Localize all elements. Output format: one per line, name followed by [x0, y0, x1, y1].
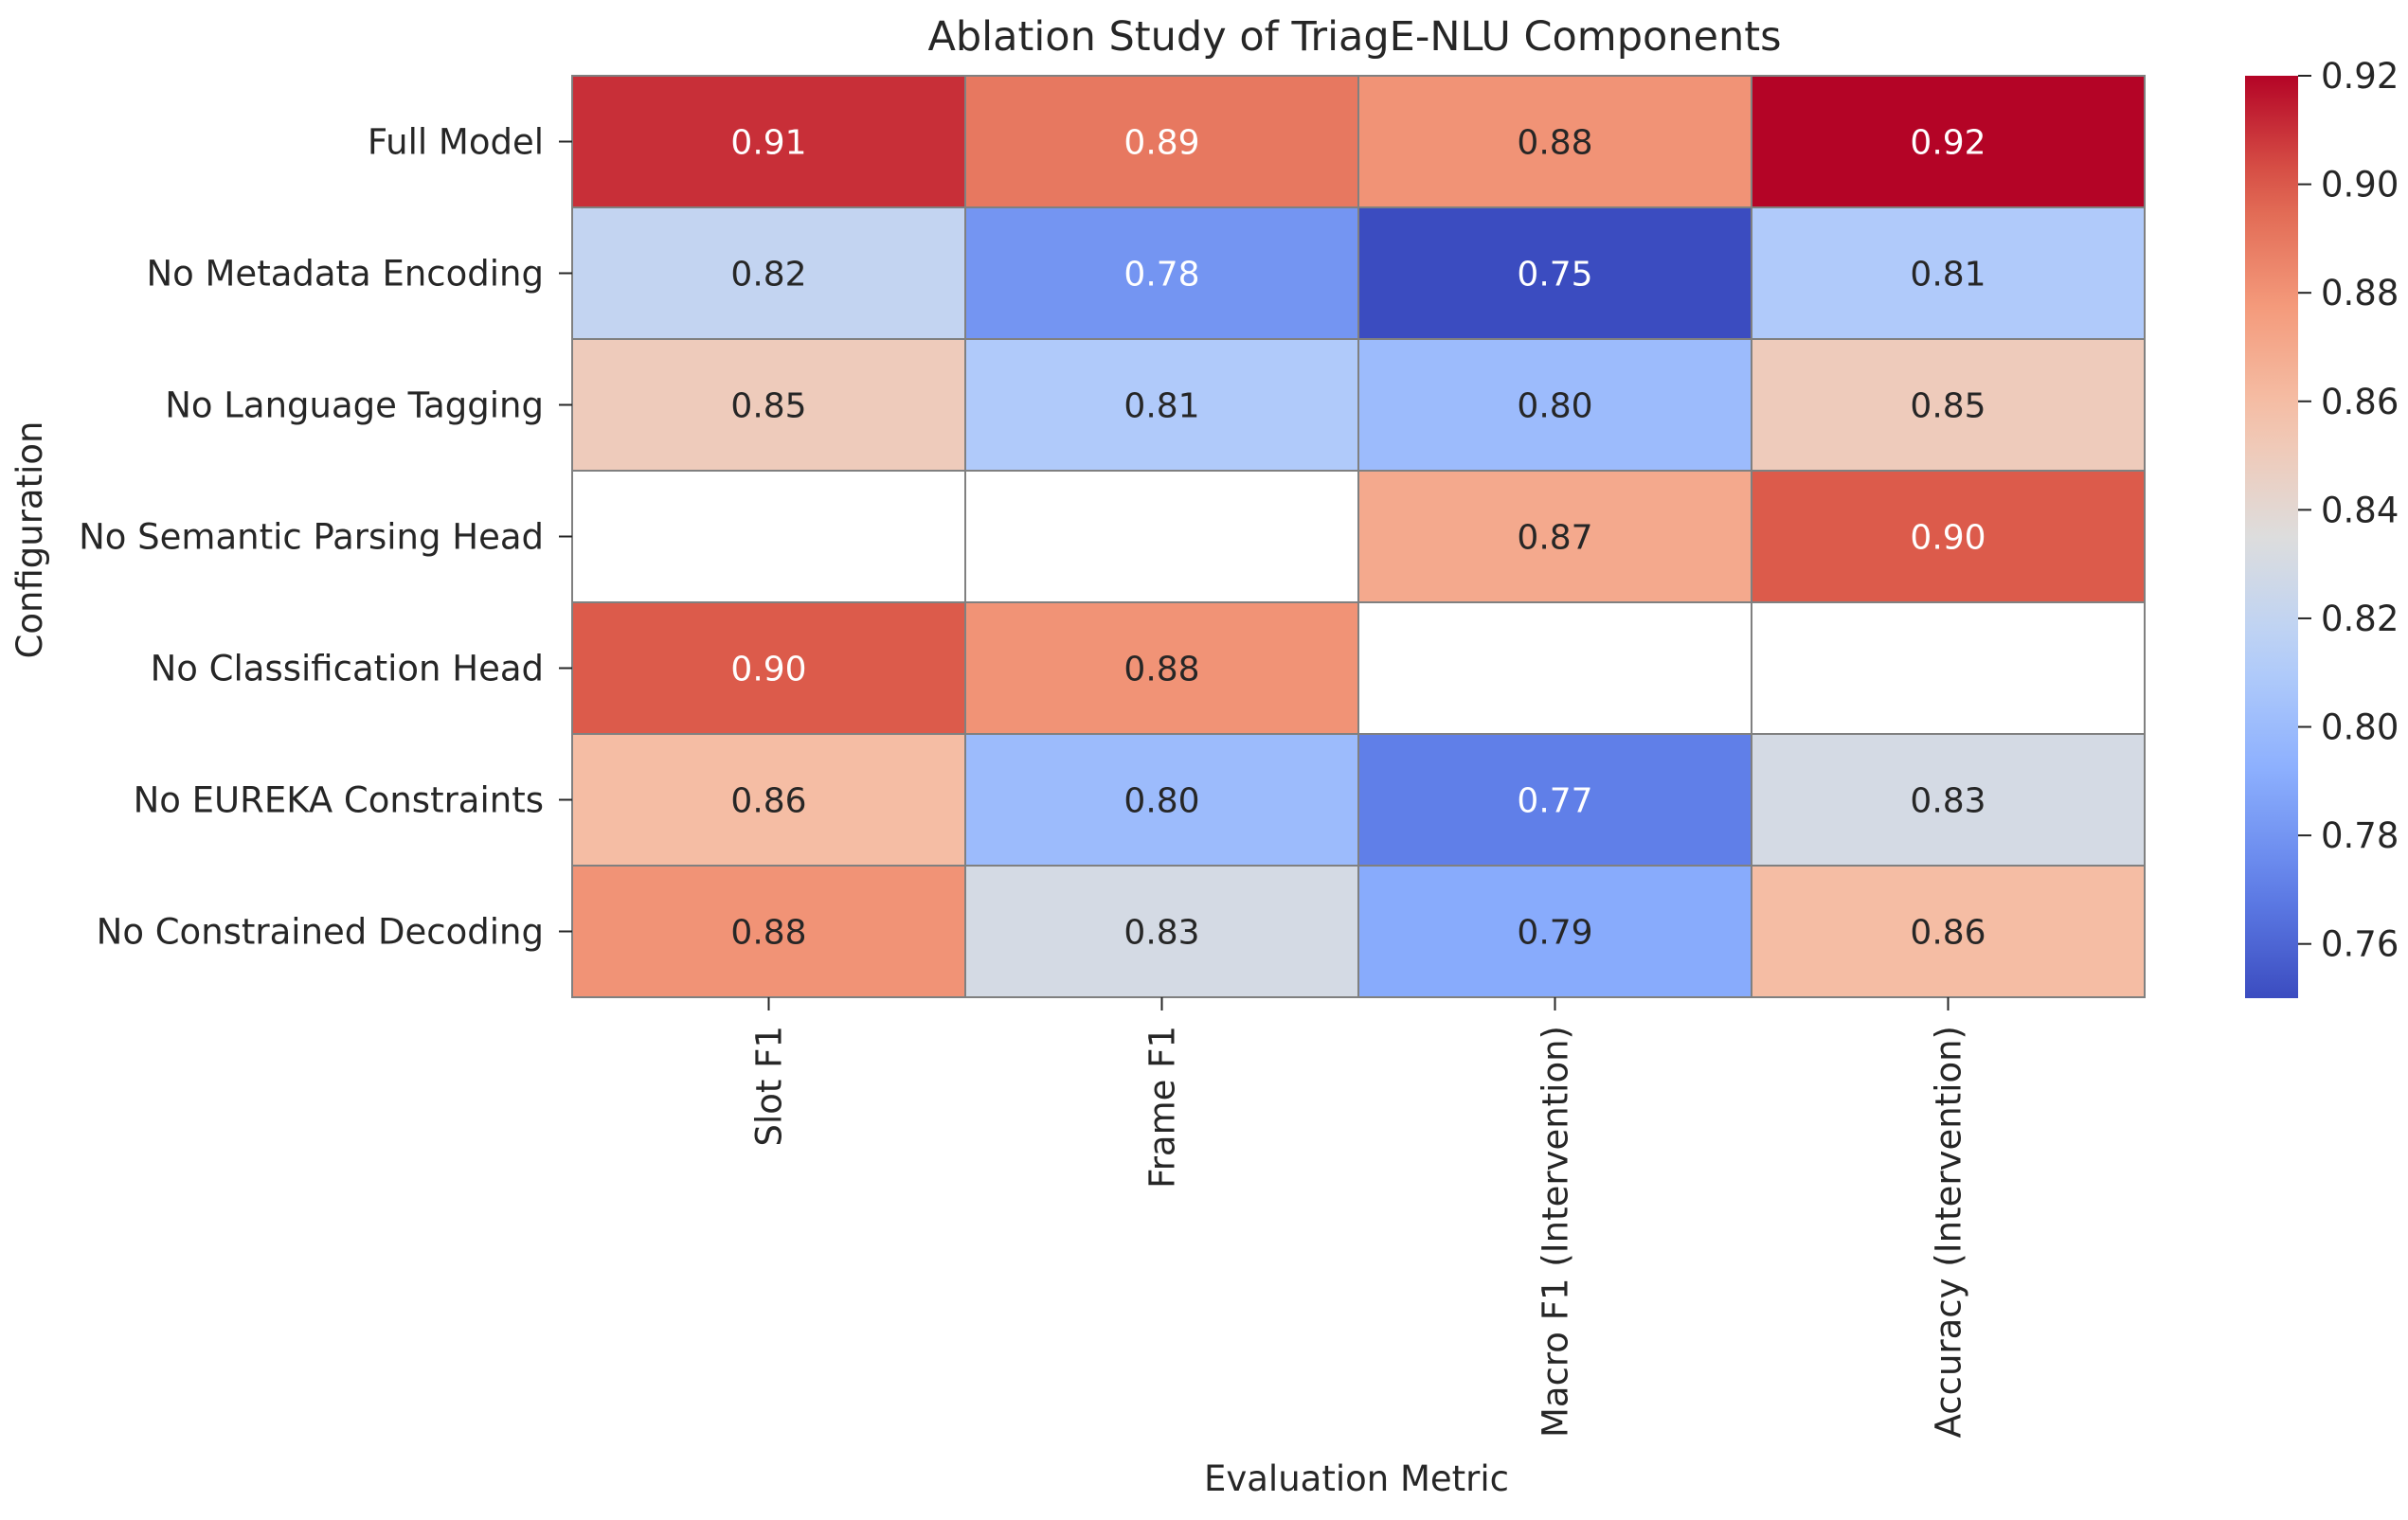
cell-value-label: 0.92	[1910, 124, 1986, 163]
row-tick-label: No EUREKA Constraints	[134, 780, 544, 821]
row-tick-labels: Full Model No Metadata Encoding No Languag…	[79, 122, 572, 953]
cell-value-label: 0.79	[1517, 914, 1592, 953]
cell-value-label: 0.81	[1123, 387, 1199, 426]
cell-value-label: 0.87	[1517, 519, 1592, 558]
heatmap-cells: 0.91 0.89 0.88 0.92 0.82 0.78 0.75 0.81 0.85 0.81…	[571, 75, 2146, 998]
heatmap-cell	[1357, 75, 1752, 208]
cell-value-label: 0.89	[1123, 124, 1199, 163]
heatmap-cell	[571, 75, 966, 208]
cell-value-label: 0.80	[1517, 387, 1592, 426]
heatmap-cell	[1751, 338, 2146, 472]
cell-value-label: 0.88	[730, 914, 806, 953]
heatmap-cell	[964, 338, 1359, 472]
cell-value-label: 0.90	[1910, 519, 1986, 558]
colorbar-gradient	[2245, 76, 2298, 998]
row-tick-label: Full Model	[368, 122, 544, 163]
cell-value-label: 0.88	[1517, 124, 1592, 163]
heatmap-cell	[1357, 601, 1752, 735]
column-tick-label: Frame F1	[1142, 1026, 1183, 1189]
heatmap-cell	[964, 206, 1359, 340]
colorbar-tick-label: 0.88	[2321, 273, 2399, 313]
cell-value-label: 0.82	[730, 256, 806, 295]
colorbar-tick-label: 0.76	[2321, 924, 2399, 965]
colorbar-tick-label: 0.82	[2321, 599, 2399, 639]
heatmap-cell	[571, 865, 966, 998]
chart-title: Ablation Study of TriagE-NLU Components	[927, 13, 1781, 61]
colorbar-tick-label: 0.90	[2321, 165, 2399, 206]
heatmap-cell	[571, 601, 966, 735]
heatmap-cell	[571, 733, 966, 867]
row-tick-label: No Constrained Decoding	[97, 912, 544, 953]
heatmap-cell	[1357, 865, 1752, 998]
row-tick-label: No Language Tagging	[165, 385, 544, 426]
heatmap-cell	[1357, 470, 1752, 603]
row-tick-label: No Metadata Encoding	[146, 254, 544, 295]
heatmap-cell	[964, 601, 1359, 735]
y-axis-title: Configuration	[9, 421, 50, 659]
column-tick-label: Macro F1 (Intervention)	[1536, 1026, 1576, 1438]
heatmap-cell	[964, 75, 1359, 208]
colorbar-tick-label: 0.80	[2321, 707, 2399, 748]
cell-value-label: 0.86	[1910, 914, 1986, 953]
heatmap-cell	[1751, 865, 2146, 998]
heatmap-cell	[1751, 470, 2146, 603]
heatmap-cell	[1751, 733, 2146, 867]
heatmap-cell	[571, 206, 966, 340]
heatmap-cell	[571, 470, 966, 603]
column-tick-labels: Slot F1 Frame F1 Macro F1 (Intervention) Ac…	[749, 997, 1969, 1438]
row-tick-label: No Semantic Parsing Head	[79, 517, 544, 558]
heatmap-cell	[964, 865, 1359, 998]
cell-value-label: 0.90	[730, 651, 806, 689]
cell-value-label: 0.83	[1123, 914, 1199, 953]
column-tick-label: Slot F1	[749, 1026, 790, 1147]
heatmap-cell	[1751, 601, 2146, 735]
cell-value-label: 0.80	[1123, 782, 1199, 821]
cell-value-label: 0.78	[1123, 256, 1199, 295]
column-tick-label: Accuracy (Intervention)	[1929, 1026, 1969, 1438]
heatmap-cell	[964, 733, 1359, 867]
heatmap-cell	[964, 470, 1359, 603]
row-tick-label: No Classification Head	[151, 649, 544, 689]
cell-value-label: 0.91	[730, 124, 806, 163]
heatmap-cell	[1751, 206, 2146, 340]
cell-value-label: 0.81	[1910, 256, 1986, 295]
heatmap-cell	[1751, 75, 2146, 208]
cell-value-label: 0.77	[1517, 782, 1592, 821]
cell-value-label: 0.88	[1123, 651, 1199, 689]
colorbar-tick-label: 0.84	[2321, 490, 2399, 530]
heatmap-cell	[1357, 733, 1752, 867]
x-axis-title: Evaluation Metric	[1204, 1458, 1509, 1499]
cell-value-label: 0.86	[730, 782, 806, 821]
cell-value-label: 0.75	[1517, 256, 1592, 295]
colorbar: 0.76 0.78 0.80 0.82 0.84 0.86 0.88 0.90 0.92	[2245, 56, 2399, 998]
cell-value-label: 0.85	[730, 387, 806, 426]
colorbar-tick-label: 0.78	[2321, 815, 2399, 856]
colorbar-tick-label: 0.86	[2321, 382, 2399, 422]
cell-value-label: 0.85	[1910, 387, 1986, 426]
colorbar-tick-label: 0.92	[2321, 56, 2399, 97]
cell-value-label: 0.83	[1910, 782, 1986, 821]
